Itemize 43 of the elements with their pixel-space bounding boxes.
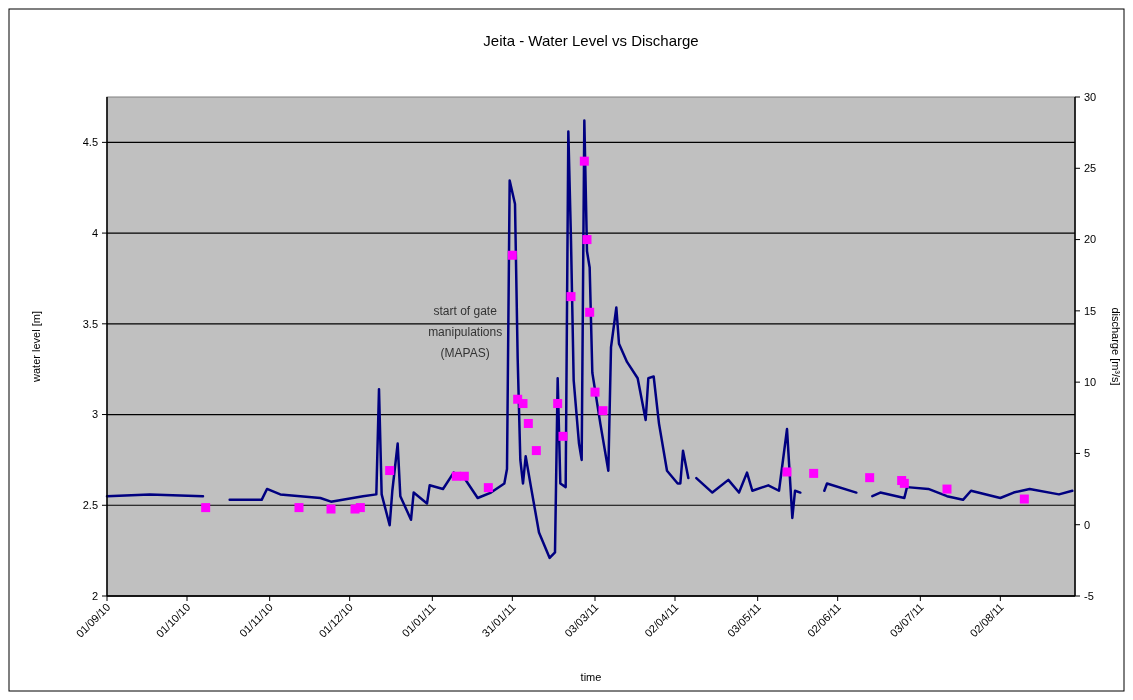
y2-tick-label: -5 bbox=[1084, 589, 1094, 602]
point bbox=[553, 399, 563, 409]
point bbox=[558, 431, 568, 441]
point bbox=[326, 504, 336, 514]
y-tick-label: 3.5 bbox=[82, 317, 98, 330]
point bbox=[782, 467, 792, 477]
point bbox=[459, 471, 469, 481]
y2-tick-label: 15 bbox=[1084, 304, 1097, 317]
point bbox=[507, 250, 517, 260]
point bbox=[294, 503, 304, 513]
y-axis-title: water level [m] bbox=[30, 311, 42, 383]
point bbox=[385, 466, 395, 476]
y2-tick-label: 10 bbox=[1084, 375, 1097, 388]
point bbox=[355, 503, 365, 513]
point bbox=[598, 406, 608, 416]
chart-title: Jeita - Water Level vs Discharge bbox=[483, 32, 699, 49]
y-tick-label: 4 bbox=[91, 226, 98, 239]
point bbox=[579, 156, 589, 166]
point bbox=[582, 235, 592, 245]
point bbox=[518, 399, 528, 409]
point bbox=[585, 307, 595, 317]
y2-axis-title: discharge [m³/s] bbox=[1110, 307, 1122, 386]
y-tick-label: 2.5 bbox=[82, 499, 98, 512]
point bbox=[483, 483, 493, 493]
y2-tick-label: 0 bbox=[1084, 518, 1091, 531]
point bbox=[1019, 494, 1029, 504]
y-tick-label: 3 bbox=[91, 408, 98, 421]
x-axis-title: time bbox=[580, 671, 602, 683]
point bbox=[531, 446, 541, 456]
point bbox=[566, 292, 576, 302]
y-tick-label: 2 bbox=[91, 589, 98, 602]
y2-tick-label: 20 bbox=[1084, 233, 1097, 246]
y-tick-label: 4.5 bbox=[82, 136, 98, 149]
y2-tick-label: 25 bbox=[1084, 162, 1097, 175]
y2-tick-label: 30 bbox=[1084, 90, 1097, 103]
point bbox=[865, 473, 875, 483]
y2-tick-label: 5 bbox=[1084, 447, 1091, 460]
annotation: start of gate manipulations (MAPAS) bbox=[428, 303, 503, 360]
point bbox=[809, 468, 819, 478]
point bbox=[942, 484, 952, 494]
point bbox=[523, 418, 533, 428]
point bbox=[590, 387, 600, 397]
point bbox=[201, 503, 211, 513]
